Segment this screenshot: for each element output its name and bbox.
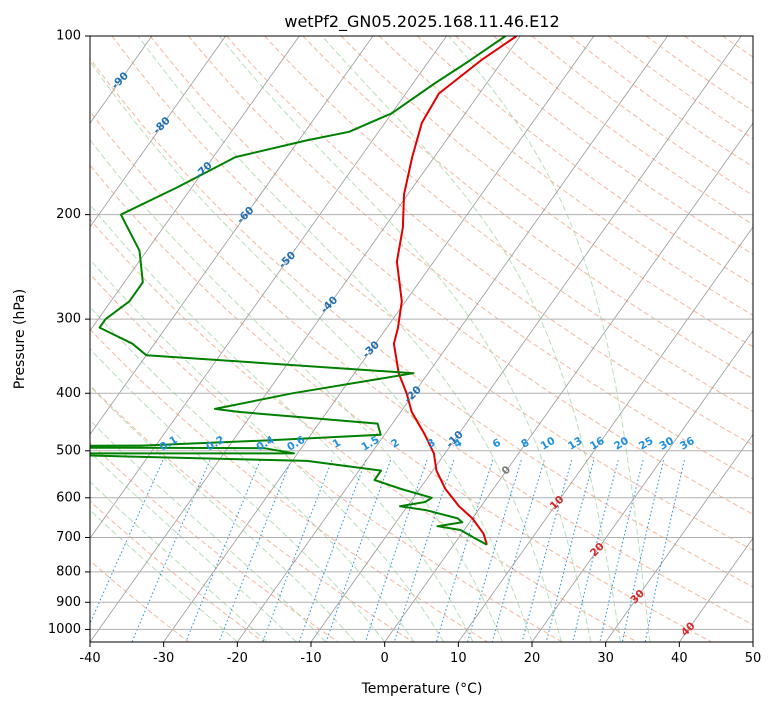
mixing-ratio-line	[492, 460, 544, 642]
isotherm	[0, 36, 226, 642]
dry-adiabat	[456, 36, 775, 642]
mixing-ratio-label: 25	[637, 435, 656, 453]
dry-adiabat	[150, 36, 775, 642]
isotherm	[0, 36, 373, 642]
y-tick-label: 600	[56, 490, 81, 505]
mixing-ratio-line	[600, 460, 643, 642]
dry-adiabat	[532, 36, 775, 642]
isotherm	[0, 36, 299, 642]
dry-adiabat	[0, 36, 263, 642]
chart-title: wetPf2_GN05.2025.168.11.46.E12	[284, 12, 559, 32]
mixing-ratio-label: 13	[566, 435, 585, 453]
x-tick-label: 30	[597, 651, 614, 666]
isotherm-label: -30	[360, 339, 382, 361]
isotherm	[16, 36, 446, 642]
isotherm	[311, 36, 741, 642]
x-tick-label: 40	[671, 651, 688, 666]
profile-lines	[0, 36, 517, 545]
isotherm-label: -80	[151, 115, 173, 137]
background-lines	[0, 36, 775, 642]
mixing-ratio-label: 8	[519, 437, 531, 451]
isotherm-label: -20	[402, 384, 424, 406]
isotherm-label: 0	[499, 464, 513, 478]
isotherm	[606, 36, 775, 642]
pressure-grid	[0, 36, 775, 642]
isotherm	[753, 36, 775, 642]
x-tick-label: 0	[381, 651, 389, 666]
mixing-ratio-line	[522, 460, 572, 642]
temperature-line	[394, 36, 517, 545]
isotherm-label: -60	[235, 204, 257, 226]
y-tick-label: 200	[56, 207, 81, 222]
moist-adiabat	[138, 36, 561, 642]
isotherm-label: 40	[679, 620, 698, 639]
y-tick-label: 100	[56, 29, 81, 44]
x-tick-label: 10	[450, 651, 467, 666]
mixing-ratio-line	[299, 460, 366, 642]
moist-adiabat	[0, 36, 473, 642]
inline-labels: -100-90-80-70-60-50-40-30-20-10010203040…	[65, 22, 698, 638]
mixing-ratio-line	[645, 460, 684, 642]
y-tick-label: 300	[56, 312, 81, 327]
moist-adiabat	[0, 36, 444, 642]
mixing-ratio-line	[186, 460, 260, 642]
y-tick-label: 700	[56, 530, 81, 545]
moist-adiabat	[0, 36, 414, 642]
x-axis-label: Temperature (°C)	[361, 681, 483, 697]
y-tick-label: 400	[56, 386, 81, 401]
moist-adiabat	[0, 36, 296, 642]
isotherm	[458, 36, 775, 642]
x-tick-label: -10	[300, 651, 321, 666]
isotherm-label: -50	[276, 249, 298, 271]
dry-adiabat	[684, 36, 775, 642]
x-tick-label: -20	[227, 651, 248, 666]
mixing-ratio-label: 30	[657, 435, 676, 453]
mixing-ratio-label: 20	[612, 435, 631, 453]
isotherm-label: -40	[318, 294, 340, 316]
mixing-ratio-line	[622, 460, 663, 642]
y-axis-label: Pressure (hPa)	[12, 289, 28, 389]
mixing-ratio-line	[82, 460, 163, 642]
dry-adiabat	[646, 36, 775, 642]
moist-adiabat	[0, 36, 237, 642]
moist-adiabat	[322, 36, 621, 642]
y-tick-label: 500	[56, 443, 81, 458]
moist-adiabat	[20, 36, 503, 642]
mixing-ratio-label: 10	[539, 435, 558, 453]
mixing-ratio-label: 1	[331, 437, 343, 451]
isotherm	[532, 36, 775, 642]
mixing-ratio-line	[326, 460, 391, 642]
mixing-ratio-label: 36	[678, 435, 697, 453]
dry-adiabat	[112, 36, 775, 642]
x-tick-label: -40	[79, 651, 100, 666]
moist-adiabat	[0, 36, 267, 642]
mixing-ratio-label: 2	[389, 437, 401, 451]
y-tick-label: 900	[56, 595, 81, 610]
mixing-ratio-line	[219, 460, 291, 642]
isotherm-label: 30	[628, 587, 647, 606]
dry-adiabat	[379, 36, 775, 642]
moist-adiabat	[0, 36, 385, 642]
dry-adiabat	[723, 36, 775, 642]
mixing-ratio-line	[132, 460, 210, 642]
x-tick-label: -30	[153, 651, 174, 666]
dry-adiabat	[0, 36, 637, 642]
x-tick-label: 20	[524, 651, 541, 666]
dry-adiabat	[494, 36, 775, 642]
y-tick-label: 800	[56, 564, 81, 579]
dry-adiabat	[0, 36, 488, 642]
x-tick-label: 50	[745, 651, 762, 666]
mixing-ratio-label: 6	[491, 437, 503, 451]
isotherm	[0, 36, 5, 642]
y-tick-label: 1000	[48, 622, 81, 637]
dewpoint-line	[0, 36, 506, 545]
